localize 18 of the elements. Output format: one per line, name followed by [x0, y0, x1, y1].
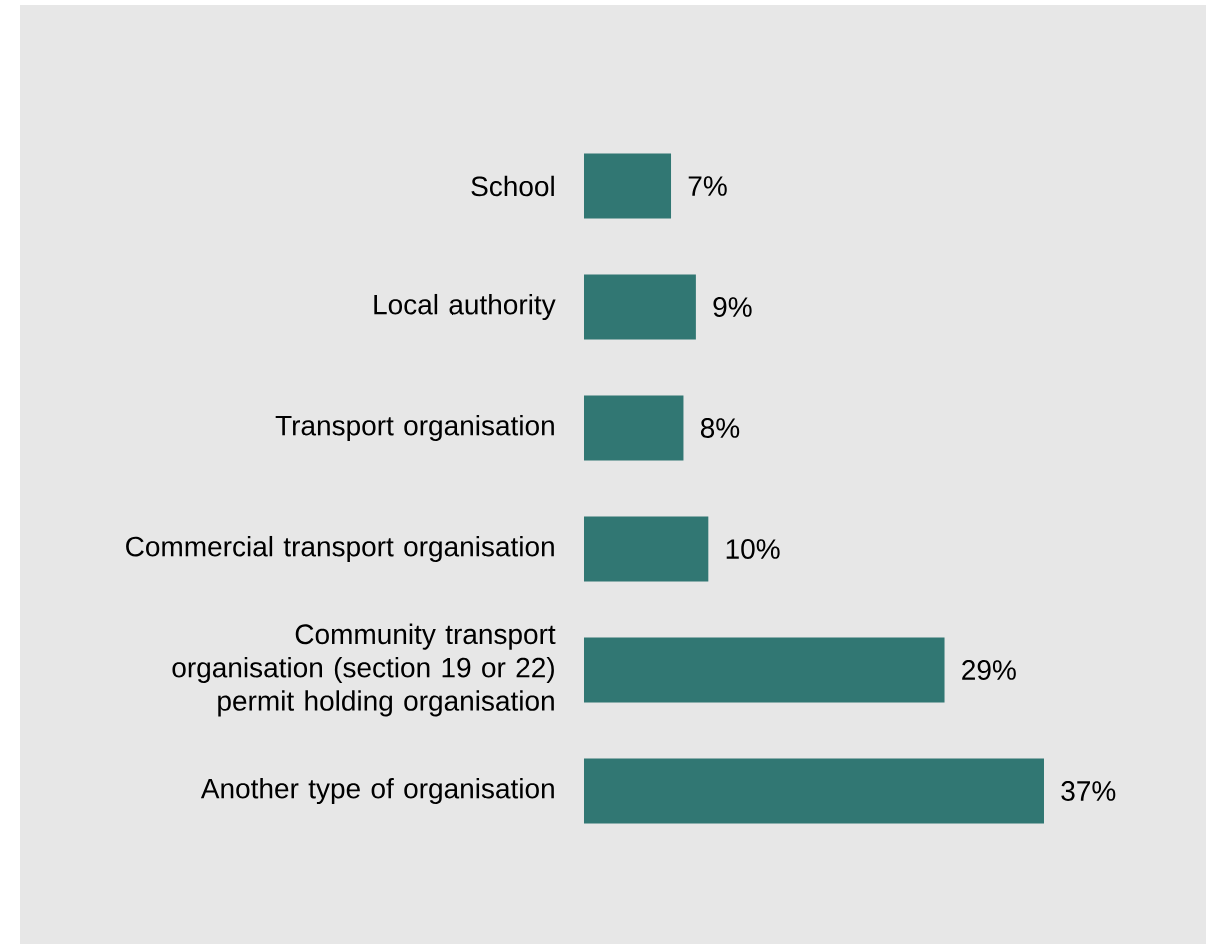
bar — [584, 395, 684, 461]
data-label: 9% — [713, 297, 752, 317]
data-label: 37% — [1061, 781, 1116, 801]
y-tick-label: Community transport organisation (section 19 or 22) permit holding organisation — [172, 623, 556, 717]
data-label: 8% — [700, 418, 740, 438]
bar — [584, 637, 945, 703]
bar — [584, 153, 672, 219]
bar — [584, 758, 1044, 824]
bar — [584, 516, 709, 582]
y-tick-label: Transport organisation — [275, 414, 554, 442]
bar — [584, 274, 696, 340]
y-tick-label: Local authority — [374, 293, 556, 321]
y-tick-label: Another type of organisation — [200, 777, 554, 805]
data-label: 29% — [962, 660, 1016, 680]
y-tick-label: School — [471, 175, 554, 197]
y-tick-label: Commercial transport organisation — [126, 535, 554, 563]
data-label: 7% — [688, 176, 727, 196]
data-label: 10% — [726, 539, 780, 559]
